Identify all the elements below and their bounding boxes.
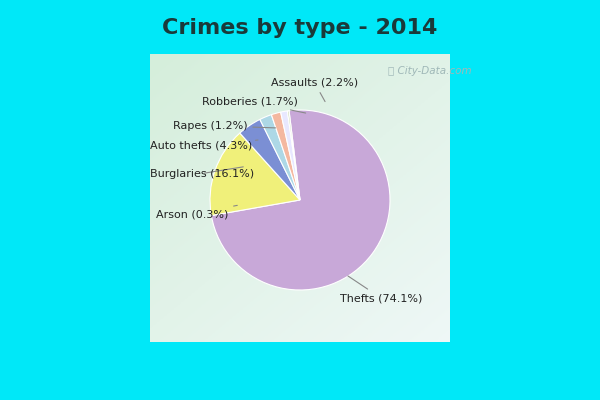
Wedge shape (210, 133, 300, 216)
Text: Robberies (1.7%): Robberies (1.7%) (202, 97, 305, 113)
Text: Thefts (74.1%): Thefts (74.1%) (340, 276, 423, 303)
Text: Crimes by type - 2014: Crimes by type - 2014 (163, 18, 437, 38)
Wedge shape (240, 120, 300, 200)
Text: Auto thefts (4.3%): Auto thefts (4.3%) (151, 140, 258, 151)
Text: Assaults (2.2%): Assaults (2.2%) (271, 77, 358, 102)
Wedge shape (271, 112, 300, 200)
Wedge shape (281, 111, 300, 200)
Wedge shape (287, 111, 300, 200)
Text: Rapes (1.2%): Rapes (1.2%) (173, 121, 275, 130)
Text: Burglaries (16.1%): Burglaries (16.1%) (149, 167, 254, 178)
Wedge shape (260, 115, 300, 200)
Text: ⓘ City-Data.com: ⓘ City-Data.com (388, 66, 472, 76)
Text: Arson (0.3%): Arson (0.3%) (156, 205, 237, 219)
Wedge shape (211, 110, 390, 290)
